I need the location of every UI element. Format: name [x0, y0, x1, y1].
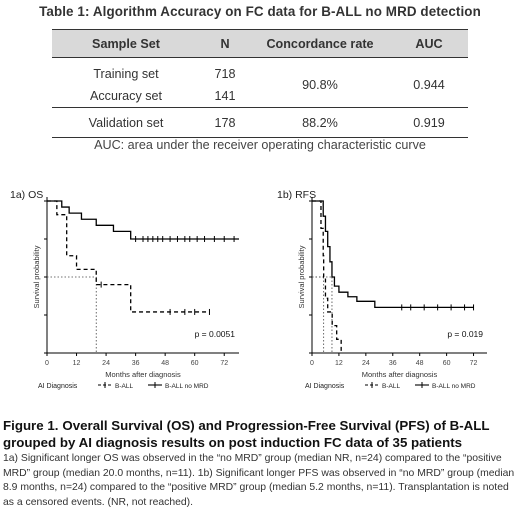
x-tick-label: 24	[102, 360, 110, 367]
legend-title: AI Diagnosis	[38, 383, 78, 390]
figure-label: Figure 1.	[3, 418, 59, 433]
cell-n: 178	[200, 107, 250, 138]
header-auc: AUC	[390, 29, 468, 58]
km-curve-b-all	[47, 200, 210, 313]
x-tick-label: 72	[470, 360, 478, 367]
cell-set: Validation set	[52, 107, 200, 138]
p-value-annotation: p = 0.019	[447, 329, 483, 339]
x-tick-label: 0	[45, 360, 49, 367]
cell-concordance: 88.2%	[250, 107, 390, 138]
cell-concordance-merged: 90.8%	[302, 77, 338, 92]
panel-label: 1b) RFS	[277, 189, 316, 201]
legend-label-b-all-no-mrd: B-ALL no MRD	[432, 383, 476, 390]
legend-label-b-all: B-ALL	[115, 383, 133, 390]
accuracy-table: Sample Set N Concordance rate AUC Traini…	[52, 29, 468, 138]
x-tick-label: 60	[191, 360, 199, 367]
table-header-row: Sample Set N Concordance rate AUC	[52, 29, 468, 58]
cell-n: 141	[214, 89, 236, 103]
figure-caption: Figure 1. Overall Survival (OS) and Progr…	[3, 417, 517, 451]
x-tick-label: 48	[161, 360, 169, 367]
y-axis-label: Survival probability	[297, 245, 306, 308]
km-curve-b-all-no-mrd	[312, 200, 474, 309]
figure-description: 1a) Significant longer OS was observed i…	[3, 453, 515, 508]
legend-title: AI Diagnosis	[305, 383, 345, 390]
table-row: Training set 718 90.8% 0.944	[52, 58, 468, 92]
legend-label-b-all-no-mrd: B-ALL no MRD	[165, 383, 209, 390]
legend-label-b-all: B-ALL	[382, 383, 400, 390]
km-curve-b-all-no-mrd	[47, 200, 239, 240]
table-row: Accuracy set 141	[52, 85, 468, 108]
x-axis-label: Months after diagnosis	[105, 370, 181, 379]
cell-set: Training set	[93, 66, 159, 81]
y-axis-label: Survival probability	[32, 245, 41, 308]
header-sample-set: Sample Set	[52, 29, 200, 58]
cell-set: Accuracy set	[89, 89, 163, 103]
x-tick-label: 12	[335, 360, 343, 367]
x-tick-label: 72	[220, 360, 228, 367]
panel-label: 1a) OS	[10, 189, 43, 201]
auc-footnote: AUC: area under the receiver operating c…	[94, 138, 426, 152]
x-tick-label: 60	[443, 360, 451, 367]
header-n: N	[200, 29, 250, 58]
x-axis-label: Months after diagnosis	[362, 370, 438, 379]
x-tick-label: 48	[416, 360, 424, 367]
cell-auc-merged: 0.944	[413, 77, 445, 92]
table-title: Table 1: Algorithm Accuracy on FC data f…	[39, 4, 481, 19]
x-tick-label: 36	[389, 360, 397, 367]
figure-caption-text: Overall Survival (OS) and Progression-Fr…	[3, 418, 490, 450]
km-curve-b-all	[312, 200, 342, 353]
x-tick-label: 36	[132, 360, 140, 367]
x-tick-label: 24	[362, 360, 370, 367]
survival-figure: 1a) OS 0 12 24 36 48 60 72 Months after diagnosi…	[10, 189, 487, 390]
x-tick-label: 0	[310, 360, 314, 367]
cell-n: 718	[214, 66, 236, 81]
p-value-annotation: p = 0.0051	[195, 329, 236, 339]
header-concordance: Concordance rate	[250, 29, 390, 58]
table-row: Validation set 178 88.2% 0.919	[52, 107, 468, 138]
cell-auc: 0.919	[390, 107, 468, 138]
x-tick-label: 12	[73, 360, 81, 367]
